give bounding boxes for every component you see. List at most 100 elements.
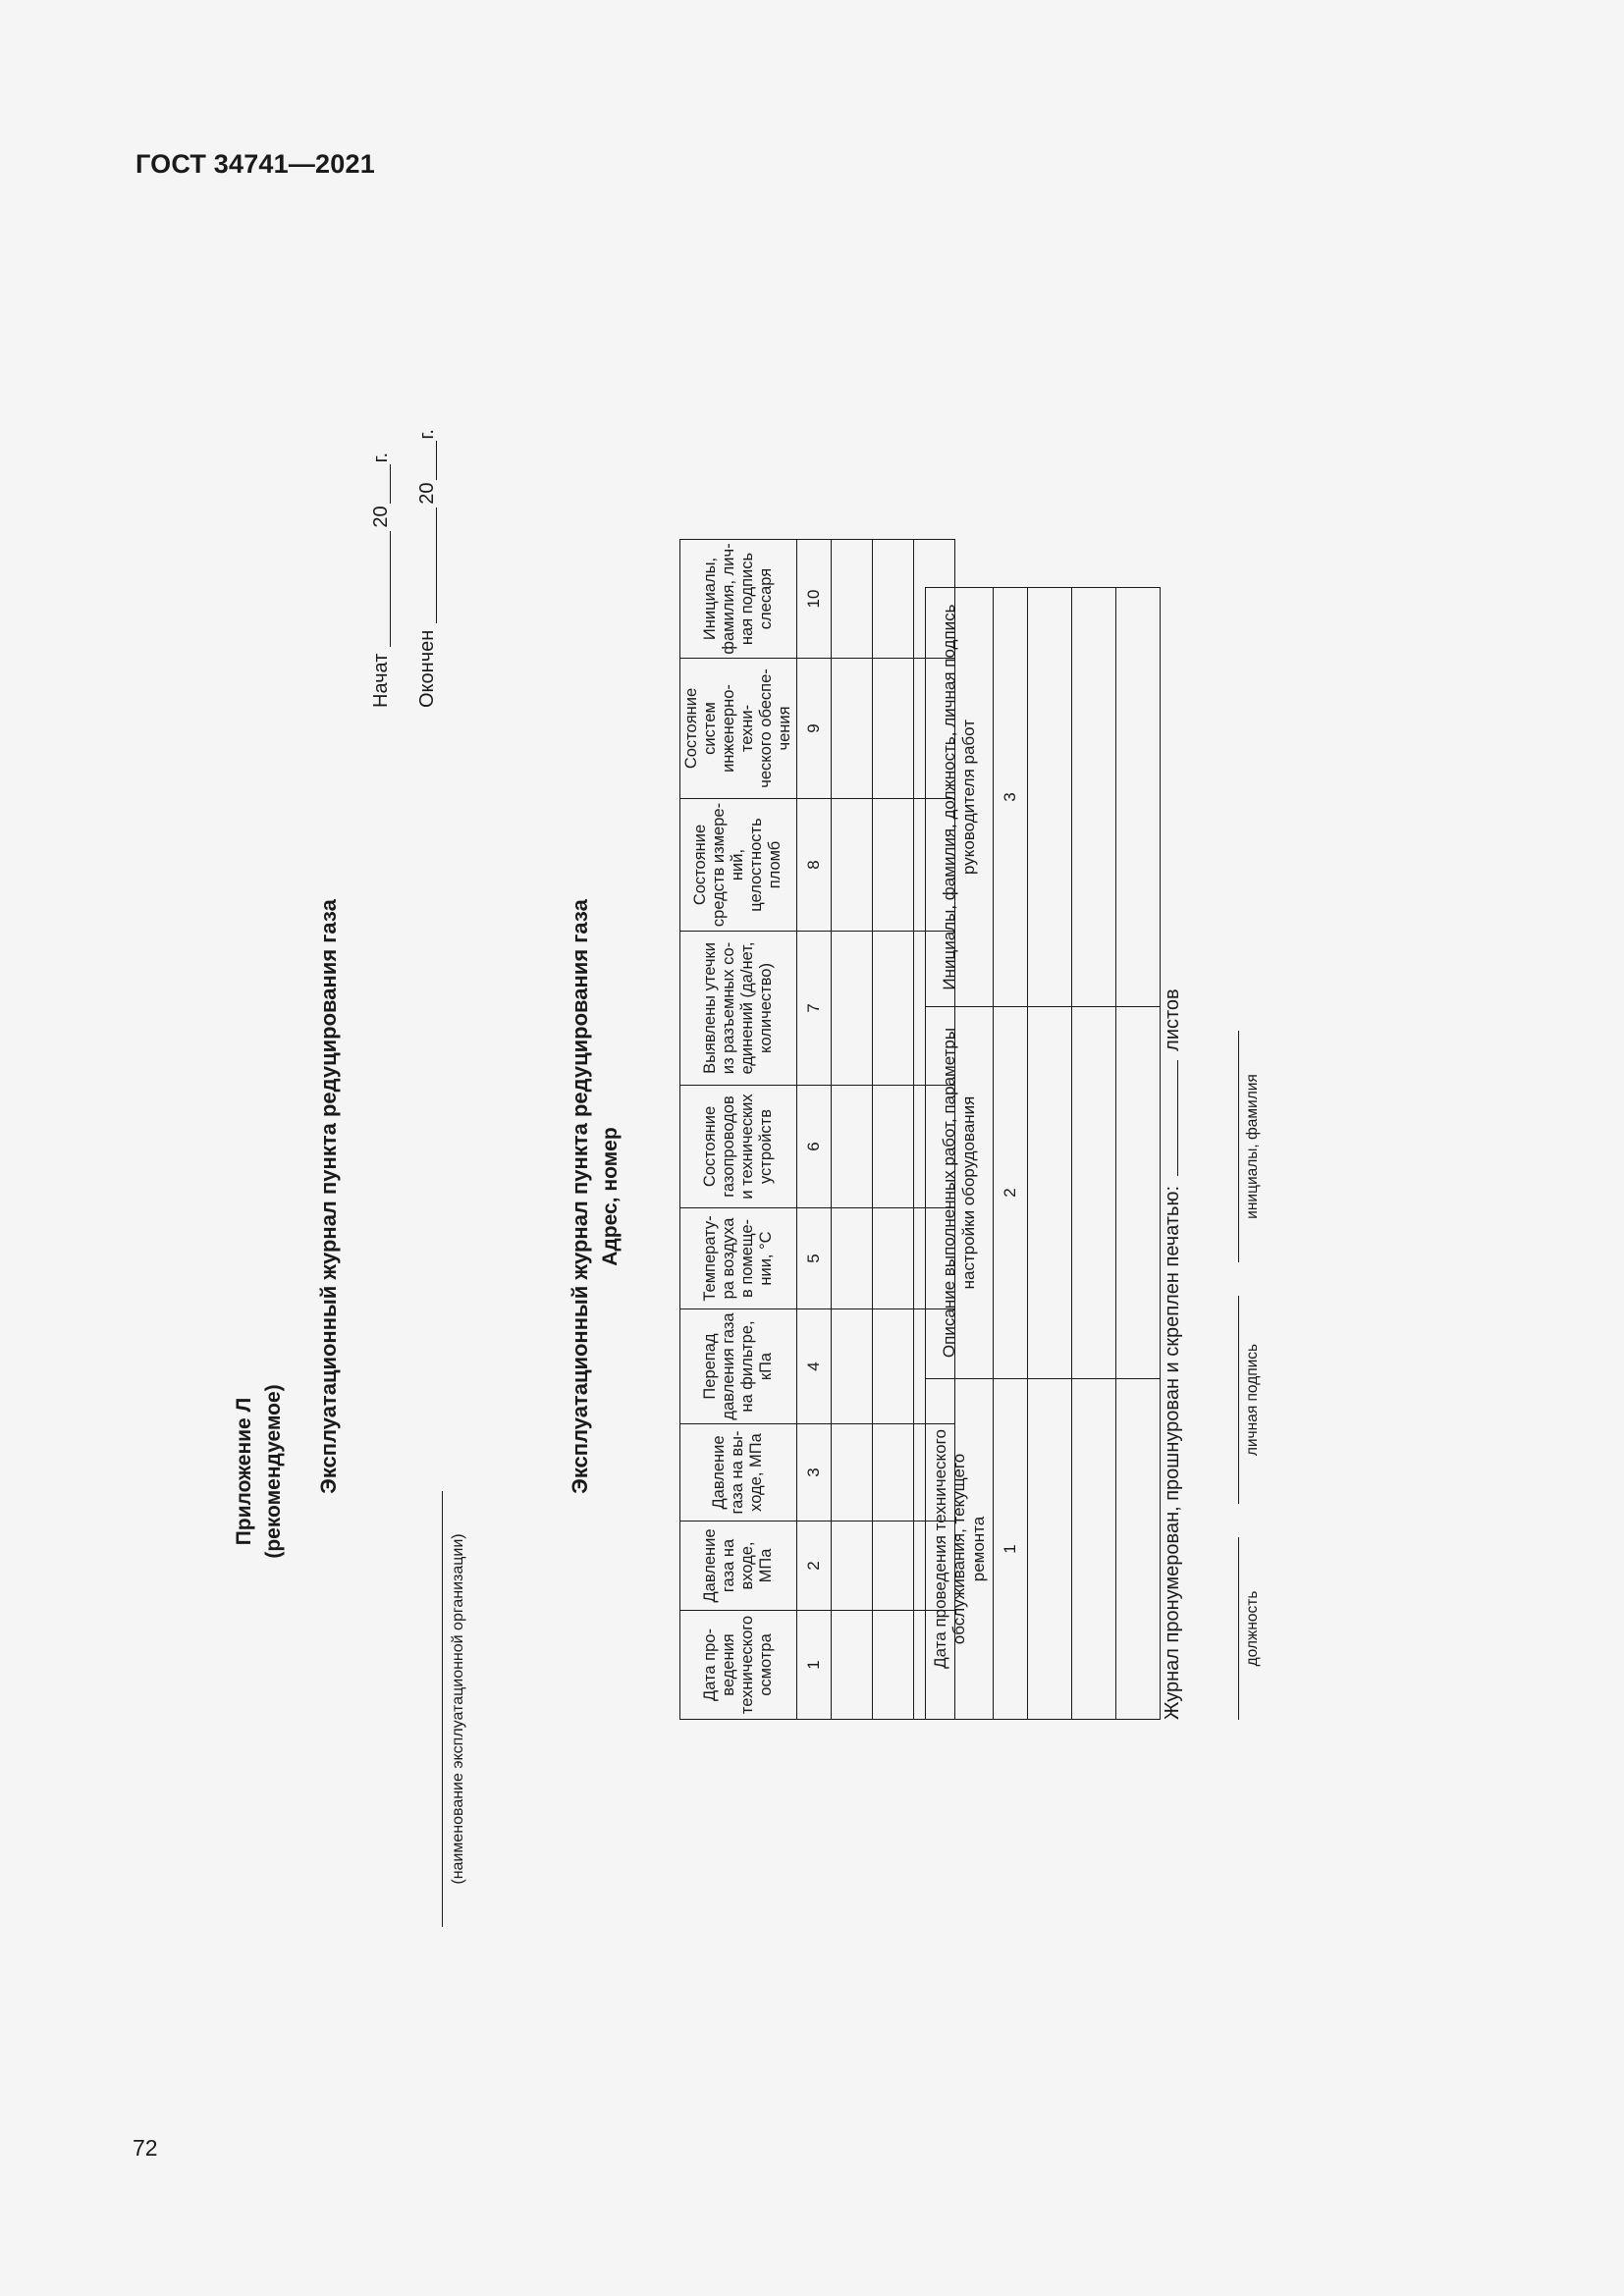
data-cell[interactable] (831, 931, 873, 1086)
journal-address-label: Адрес, номер (599, 1127, 622, 1266)
data-cell[interactable] (872, 1085, 914, 1208)
column-number-cell: 3 (796, 1423, 832, 1522)
data-cell[interactable] (872, 658, 914, 799)
data-cell[interactable] (1071, 1006, 1116, 1379)
signature-name-rule[interactable] (1219, 1031, 1239, 1262)
signature-position-caption: должность (1244, 1590, 1261, 1667)
column-header: Инициалы, фамилия, лич-ная подпись слесаря (679, 539, 797, 659)
data-cell[interactable] (872, 931, 914, 1086)
data-cell[interactable] (1027, 1006, 1072, 1379)
technical-inspection-table: Дата про-ведения технического осмотра Давле… (679, 539, 955, 1720)
date-finished-year-prefix: 20 (416, 482, 438, 505)
signature-area: должность личная подпись инициалы, фамил… (1219, 738, 1262, 1720)
date-started-year-blank[interactable] (373, 464, 391, 505)
signature-sign-caption: личная подпись (1244, 1343, 1261, 1457)
table-row (1027, 587, 1072, 1720)
column-header: Дата проведения технического обслуживани… (925, 1378, 994, 1720)
table-header-row: Дата про-ведения технического осмотра Давле… (679, 539, 797, 1720)
date-finished-row: Окончен 20 г. (416, 429, 438, 708)
table-row (1071, 587, 1116, 1720)
column-header: Состояние газопроводов и технических устрой… (679, 1085, 797, 1208)
signature-position-slot: должность (1219, 1537, 1262, 1720)
certification-text: Журнал пронумерован, прошнурован и скреп… (1162, 1185, 1183, 1720)
data-cell[interactable] (1115, 587, 1161, 1007)
data-cell[interactable] (1071, 587, 1116, 1007)
appendix-label: Приложение Л (233, 1397, 255, 1546)
data-cell[interactable] (1027, 587, 1072, 1007)
column-header: Перепад давления газа на фильтре, кПа (679, 1308, 797, 1424)
date-started-row: Начат 20 г. (370, 429, 392, 708)
column-header: Дата про-ведения технического осмотра (679, 1610, 797, 1720)
column-number-cell: 5 (796, 1207, 832, 1309)
data-cell[interactable] (872, 1423, 914, 1522)
column-number-cell: 2 (796, 1521, 832, 1611)
column-header: Инициалы, фамилия, должность, личная под… (925, 587, 994, 1007)
data-cell[interactable] (831, 1610, 873, 1720)
column-number-cell: 10 (796, 539, 832, 659)
signature-sign-slot: личная подпись (1219, 1296, 1262, 1504)
column-number-cell: 2 (993, 1006, 1028, 1379)
signature-position-rule[interactable] (1219, 1537, 1239, 1720)
date-started-year-prefix: 20 (370, 506, 392, 528)
column-number-cell: 1 (993, 1378, 1028, 1720)
column-number-cell: 6 (796, 1085, 832, 1208)
appendix-caption: Приложение Л (рекомендуемое) (230, 784, 289, 2159)
sheet-count-blank[interactable] (1161, 1060, 1178, 1177)
table-header-row: Дата проведения технического обслуживани… (925, 587, 994, 1720)
column-number-row: 1 2 3 4 5 6 7 8 9 10 (796, 539, 832, 1720)
date-started-label: Начат (370, 653, 392, 708)
rotated-page-body: Приложение Л (рекомендуемое) Эксплуатаци… (179, 136, 1445, 2159)
column-header: Состояние систем инженерно-техни-ческого … (679, 658, 797, 799)
data-cell[interactable] (831, 798, 873, 932)
document-main-title: Эксплуатационный журнал пункта редуциров… (316, 899, 341, 1494)
journal-date-block: Начат 20 г. Окончен 20 г. (370, 429, 463, 708)
column-number-cell: 8 (796, 798, 832, 932)
data-cell[interactable] (872, 798, 914, 932)
data-cell[interactable] (831, 658, 873, 799)
data-cell[interactable] (872, 1308, 914, 1424)
data-cell[interactable] (872, 1610, 914, 1720)
data-cell[interactable] (831, 1521, 873, 1611)
journal-title: Эксплуатационный журнал пункта редуциров… (568, 899, 592, 1494)
data-cell[interactable] (831, 1207, 873, 1309)
organization-name-rule (442, 1491, 443, 1927)
data-cell[interactable] (831, 539, 873, 659)
column-number-cell: 1 (796, 1610, 832, 1720)
data-cell[interactable] (1027, 1378, 1072, 1720)
date-finished-year-blank[interactable] (419, 441, 437, 481)
column-header: Температу-ра воздуха в помеще-нии, °C (679, 1207, 797, 1309)
column-number-cell: 3 (993, 587, 1028, 1007)
data-cell[interactable] (872, 1207, 914, 1309)
data-cell[interactable] (831, 1085, 873, 1208)
gost-standard-header: ГОСТ 34741—2021 (135, 149, 375, 179)
signature-name-slot: инициалы, фамилия (1219, 1031, 1262, 1262)
date-finished-label: Окончен (416, 629, 438, 708)
data-cell[interactable] (831, 1423, 873, 1522)
column-header: Давление газа на входе, МПа (679, 1521, 797, 1611)
data-cell[interactable] (872, 539, 914, 659)
column-number-cell: 4 (796, 1308, 832, 1424)
date-finished-year-suffix: г. (416, 429, 438, 440)
table-row (831, 539, 873, 1720)
date-finished-blank[interactable] (419, 507, 437, 623)
signature-sign-rule[interactable] (1219, 1296, 1239, 1504)
data-cell[interactable] (1071, 1378, 1116, 1720)
data-cell[interactable] (831, 1308, 873, 1424)
data-cell[interactable] (1115, 1378, 1161, 1720)
organization-name-caption: (наименование эксплуатационной организац… (450, 1533, 466, 1885)
table-row (872, 539, 914, 1720)
data-cell[interactable] (1115, 1006, 1161, 1379)
column-header: Состояние средств измере-ний, целостность… (679, 798, 797, 932)
date-started-year-suffix: г. (370, 452, 392, 463)
signature-name-caption: инициалы, фамилия (1244, 1074, 1261, 1219)
table-row (1115, 587, 1161, 1720)
data-cell[interactable] (872, 1521, 914, 1611)
column-number-cell: 9 (796, 658, 832, 799)
sheets-word: листов (1162, 988, 1183, 1051)
date-started-blank[interactable] (373, 530, 391, 647)
column-number-cell: 7 (796, 931, 832, 1086)
appendix-note: (рекомендуемое) (261, 1384, 285, 1559)
column-header: Описание выполненных работ, параметры нас… (925, 1006, 994, 1379)
